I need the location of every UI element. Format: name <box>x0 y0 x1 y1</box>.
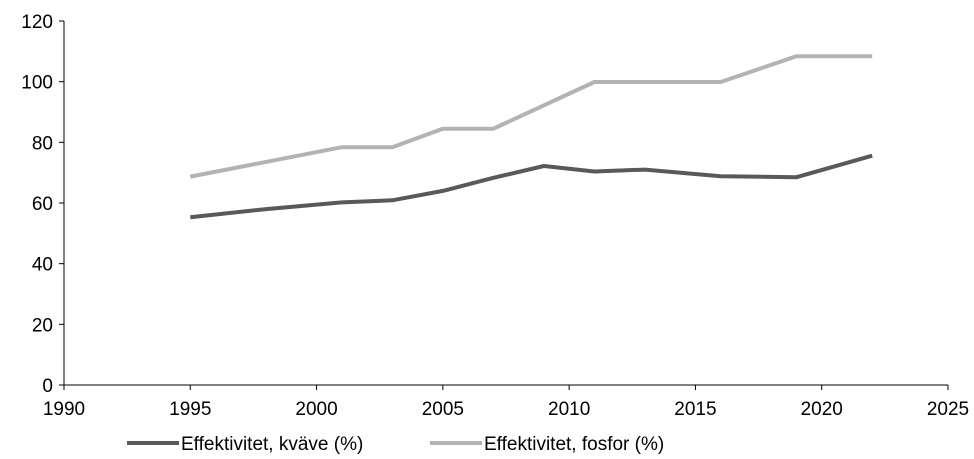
y-axis-ticks: 0 20 40 60 80 100 120 <box>21 12 64 397</box>
x-tick-label: 2010 <box>548 399 590 420</box>
x-tick-label: 2025 <box>927 399 969 420</box>
y-tick-label: 20 <box>32 315 53 336</box>
legend-item-nitrogen: Effektivitet, kväve (%) <box>127 434 363 455</box>
x-axis-ticks: 1990 1995 2000 2005 2010 2015 2020 2025 <box>43 385 969 420</box>
legend: Effektivitet, kväve (%) Effektivitet, fo… <box>127 434 664 455</box>
series-line-nitrogen <box>190 153 873 220</box>
y-tick-label: 120 <box>21 12 53 33</box>
legend-label-phosphorus: Effektivitet, fosfor (%) <box>484 434 664 455</box>
y-tick-label: 40 <box>32 255 53 276</box>
y-tick-label: 100 <box>21 73 53 94</box>
y-tick-label: 60 <box>32 194 53 215</box>
x-tick-label: 1990 <box>43 399 85 420</box>
x-tick-label: 2005 <box>422 399 464 420</box>
x-tick-label: 1995 <box>169 399 211 420</box>
series-line-phosphorus <box>189 54 873 179</box>
x-tick-label: 2015 <box>674 399 716 420</box>
y-tick-label: 80 <box>32 133 53 154</box>
legend-item-phosphorus: Effektivitet, fosfor (%) <box>430 434 664 455</box>
series-lines <box>189 54 873 220</box>
axes <box>63 21 948 386</box>
x-tick-label: 2020 <box>801 399 843 420</box>
x-tick-label: 2000 <box>295 399 337 420</box>
y-tick-label: 0 <box>42 376 53 397</box>
legend-label-nitrogen: Effektivitet, kväve (%) <box>181 434 363 455</box>
